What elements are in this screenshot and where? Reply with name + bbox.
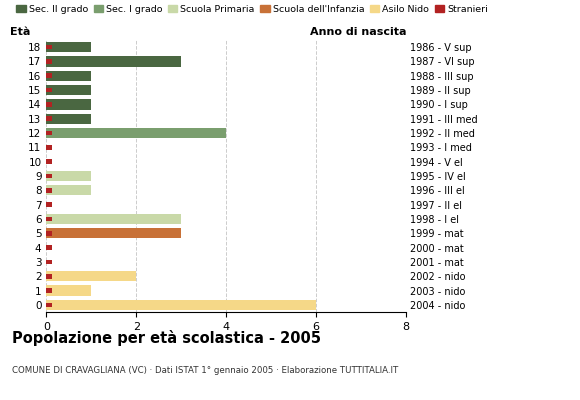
Bar (46, 74, 52, 78)
Bar (46, 99, 92, 110)
Bar (46, 231, 52, 236)
Bar (46, 285, 92, 296)
Bar (46, 260, 52, 264)
Legend: Sec. II grado, Sec. I grado, Scuola Primaria, Scuola dell'Infanzia, Asilo Nido, : Sec. II grado, Sec. I grado, Scuola Prim… (16, 5, 488, 14)
Bar (46, 85, 92, 95)
Bar (46, 271, 136, 281)
Text: Popolazione per età scolastica - 2005: Popolazione per età scolastica - 2005 (12, 330, 321, 346)
Bar (46, 245, 52, 250)
Bar (46, 88, 52, 92)
Bar (46, 42, 92, 52)
Bar (46, 116, 52, 121)
Bar (46, 145, 52, 150)
Bar (46, 128, 226, 138)
Bar (46, 214, 182, 224)
Bar (46, 228, 182, 238)
Bar (46, 171, 92, 181)
Bar (46, 131, 52, 135)
Bar (46, 114, 92, 124)
Bar (46, 45, 52, 50)
Bar (46, 274, 52, 278)
Bar (46, 59, 52, 64)
Text: Età: Età (10, 27, 31, 37)
Bar (46, 302, 52, 307)
Bar (46, 159, 52, 164)
Text: Anno di nascita: Anno di nascita (310, 27, 406, 37)
Bar (46, 217, 52, 221)
Bar (46, 300, 316, 310)
Bar (46, 185, 92, 196)
Bar (46, 174, 52, 178)
Bar (46, 71, 92, 81)
Bar (46, 102, 52, 107)
Bar (46, 288, 52, 293)
Bar (46, 56, 182, 67)
Text: COMUNE DI CRAVAGLIANA (VC) · Dati ISTAT 1° gennaio 2005 · Elaborazione TUTTITALI: COMUNE DI CRAVAGLIANA (VC) · Dati ISTAT … (12, 366, 398, 375)
Bar (46, 202, 52, 207)
Bar (46, 188, 52, 193)
